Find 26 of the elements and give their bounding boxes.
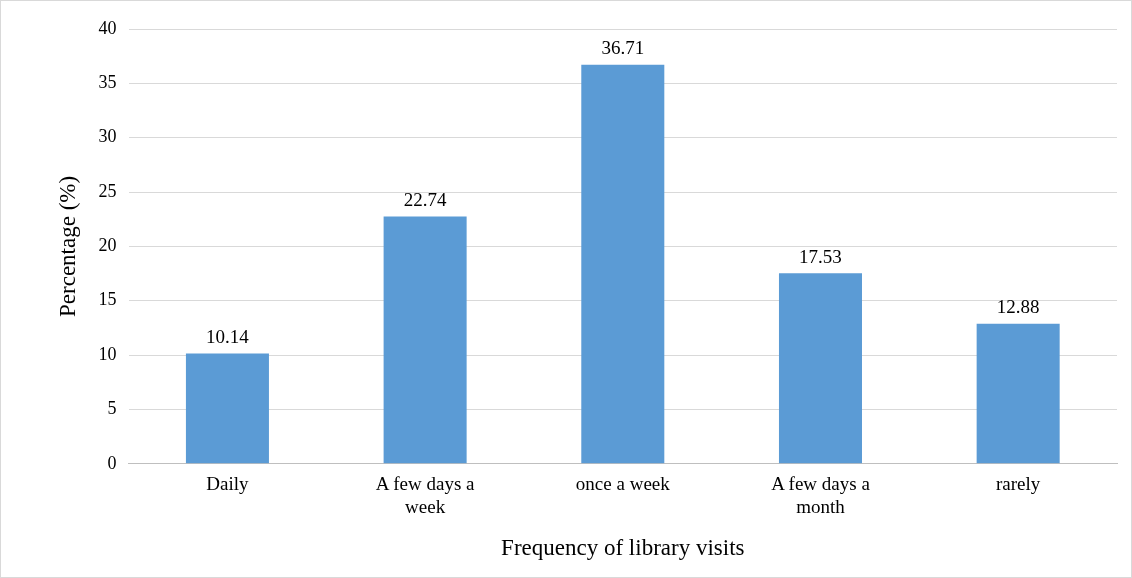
x-axis-title: Frequency of library visits bbox=[501, 535, 745, 561]
data-label: 36.71 bbox=[601, 37, 645, 59]
x-tick-label: A few days a month bbox=[771, 473, 871, 517]
bar bbox=[976, 323, 1060, 464]
y-axis-title: Percentage (%) bbox=[54, 175, 80, 317]
data-label: 17.53 bbox=[799, 245, 842, 267]
y-tick-label: 40 bbox=[98, 17, 117, 38]
y-tick-label: 30 bbox=[98, 126, 117, 147]
bar bbox=[778, 273, 862, 464]
x-tick-label: rarely bbox=[996, 473, 1041, 495]
bar bbox=[383, 216, 467, 464]
y-tick-label: 0 bbox=[107, 452, 117, 473]
y-tick-label: 10 bbox=[98, 343, 117, 364]
y-tick-label: 5 bbox=[107, 398, 117, 419]
x-tick-label: once a week bbox=[575, 473, 671, 495]
x-tick-label: A few days a week bbox=[375, 473, 476, 517]
data-label: 12.88 bbox=[996, 296, 1040, 318]
data-label: 22.74 bbox=[403, 189, 447, 211]
y-tick-label: 20 bbox=[98, 235, 117, 256]
y-tick-label: 15 bbox=[98, 289, 117, 310]
y-tick-label: 25 bbox=[98, 180, 117, 201]
x-tick-label: Daily bbox=[206, 473, 250, 495]
bar bbox=[581, 64, 665, 464]
y-tick-label: 35 bbox=[98, 72, 117, 93]
data-label: 10.14 bbox=[206, 326, 250, 348]
bar bbox=[185, 353, 269, 464]
